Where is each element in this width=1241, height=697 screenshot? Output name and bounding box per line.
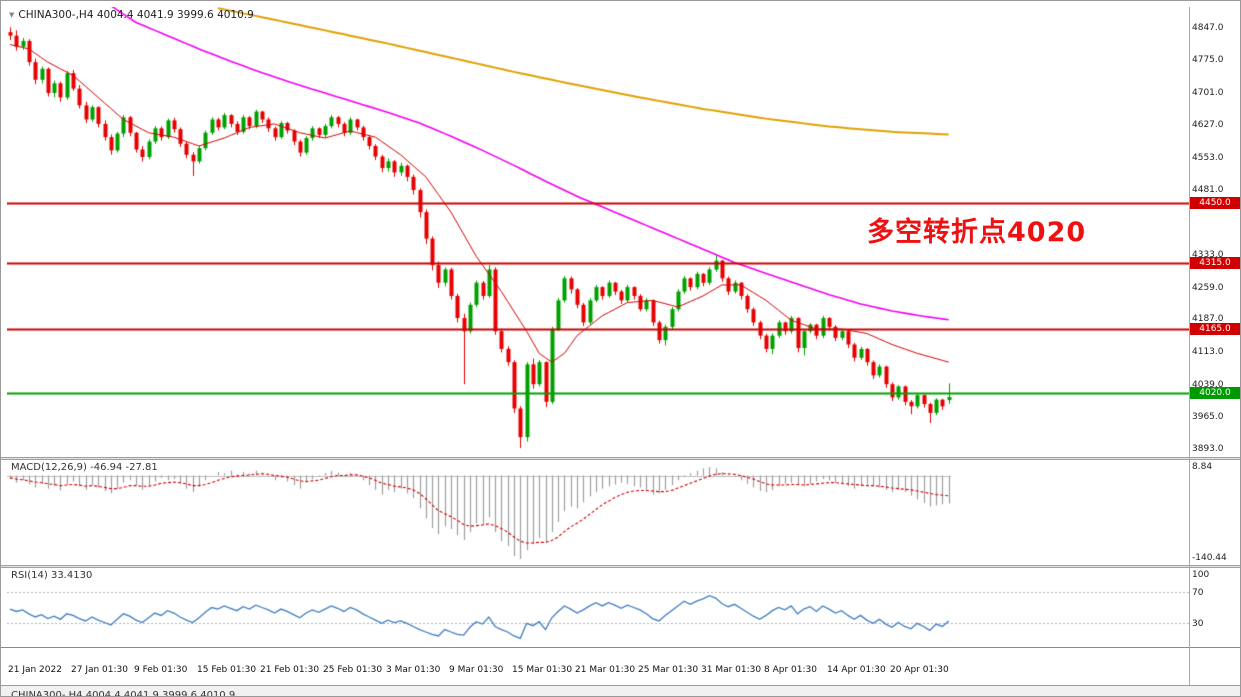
y-axis-tick: 3965.0 [1192, 412, 1224, 423]
x-axis-label: 21 Mar 01:30 [575, 665, 636, 675]
y-axis-tick: 4333.0 [1192, 249, 1224, 260]
x-axis-label: 8 Apr 01:30 [764, 665, 817, 675]
y-axis-tick: 4847.0 [1192, 23, 1224, 34]
x-axis-label: 9 Feb 01:30 [134, 665, 188, 675]
x-axis-label: 21 Jan 2022 [8, 665, 62, 675]
macd-pane-label: MACD(12,26,9) -46.94 -27.81 [11, 462, 158, 473]
x-axis-label: 25 Feb 01:30 [323, 665, 383, 675]
x-axis-label: 27 Jan 01:30 [71, 665, 128, 675]
x-axis-label: 15 Feb 01:30 [197, 665, 257, 675]
price-line-badge: 4315.0 [1190, 256, 1240, 269]
rsi-pane-label: RSI(14) 33.4130 [11, 570, 93, 581]
price-line-badge: 4165.0 [1190, 323, 1240, 336]
main-pane-header: ▼ CHINA300-,H4 4004.4 4041.9 3999.6 4010.… [9, 9, 254, 21]
x-axis-separator-line [1, 647, 1240, 648]
y-axis-tick: 4481.0 [1192, 184, 1224, 195]
rsi-indicator-canvas[interactable] [7, 568, 1189, 647]
annotation-text[interactable]: 多空转折点4020 [867, 217, 1087, 248]
symbol-ohlc-label: CHINA300-,H4 4004.4 4041.9 3999.6 4010.9 [18, 9, 254, 21]
price-line-badge: 4450.0 [1190, 197, 1240, 210]
x-axis-label: 3 Mar 01:30 [386, 665, 441, 675]
y-axis-tick: 4187.0 [1192, 314, 1224, 325]
y-axis-tick: 4627.0 [1192, 120, 1224, 131]
x-axis-label: 31 Mar 01:30 [701, 665, 762, 675]
y-axis-tick: 3893.0 [1192, 444, 1224, 455]
macd-indicator-canvas[interactable] [7, 460, 1189, 565]
y-axis-separator-line [1189, 7, 1190, 685]
rsi-axis-tick: 100 [1192, 570, 1210, 580]
pane-separator[interactable] [1, 565, 1240, 568]
main-price-chart-canvas[interactable] [7, 7, 1189, 457]
x-axis-label: 21 Feb 01:30 [260, 665, 320, 675]
rsi-axis-tick: 30 [1192, 619, 1204, 630]
x-axis-label: 9 Mar 01:30 [449, 665, 504, 675]
x-axis-label: 25 Mar 01:30 [638, 665, 699, 675]
collapse-arrow-icon[interactable]: ▼ [9, 11, 15, 19]
y-axis-tick: 4259.0 [1192, 282, 1224, 293]
bottom-strip-partial-text: CHINA300-,H4 4004.4 4041.9 3999.6 4010.9 [11, 690, 236, 697]
rsi-axis-tick: 70 [1192, 587, 1204, 598]
pane-separator[interactable] [1, 457, 1240, 460]
y-axis-tick: 4701.0 [1192, 87, 1224, 98]
x-axis-label: 15 Mar 01:30 [512, 665, 573, 675]
y-axis-tick: 4775.0 [1192, 54, 1224, 65]
bottom-strip: CHINA300-,H4 4004.4 4041.9 3999.6 4010.9 [1, 685, 1240, 697]
y-axis-tick: 4039.0 [1192, 379, 1224, 390]
y-axis-tick: 4113.0 [1192, 347, 1224, 357]
x-axis-label: 20 Apr 01:30 [890, 665, 949, 675]
macd-axis-label: 8.84 [1192, 462, 1213, 472]
x-axis-label: 14 Apr 01:30 [827, 665, 886, 675]
price-line-badge: 4020.0 [1190, 387, 1240, 400]
macd-axis-label: -140.44 [1192, 553, 1227, 563]
y-axis-tick: 4553.0 [1192, 152, 1224, 163]
